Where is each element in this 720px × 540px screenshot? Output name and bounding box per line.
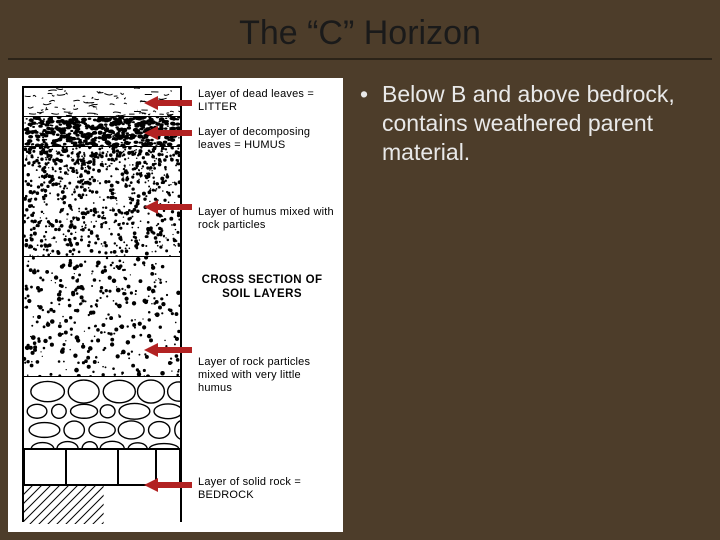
arrow-l3 [144,200,192,214]
label-l6: Layer of solid rock = BEDROCK [198,476,338,502]
label-l3: Layer of humus mixed with rock particles [198,206,338,232]
label-l1: Layer of dead leaves = LITTER [198,88,338,114]
soil-band-subsoil [24,256,180,376]
title-underline [8,58,712,60]
bullet-text: Below B and above bedrock, contains weat… [382,80,700,166]
arrow-l5 [144,343,192,357]
slide-title: The “C” Horizon [0,14,720,53]
soil-column [22,86,182,522]
label-area: Layer of dead leaves = LITTER Layer of d… [192,78,342,532]
label-l5: Layer of rock particles mixed with very … [198,356,338,395]
bullet-block: • Below B and above bedrock, contains we… [360,80,700,166]
arrow-l6 [144,478,192,492]
diagram-section-title: CROSS SECTION OFSOIL LAYERS [192,274,332,301]
label-l2: Layer of decomposing leaves = HUMUS [198,126,338,152]
arrow-l1 [144,96,192,110]
bullet-dot: • [360,80,382,166]
soil-band-pebbles [24,376,180,448]
soil-diagram: Layer of dead leaves = LITTER Layer of d… [8,78,343,532]
arrow-l2 [144,126,192,140]
